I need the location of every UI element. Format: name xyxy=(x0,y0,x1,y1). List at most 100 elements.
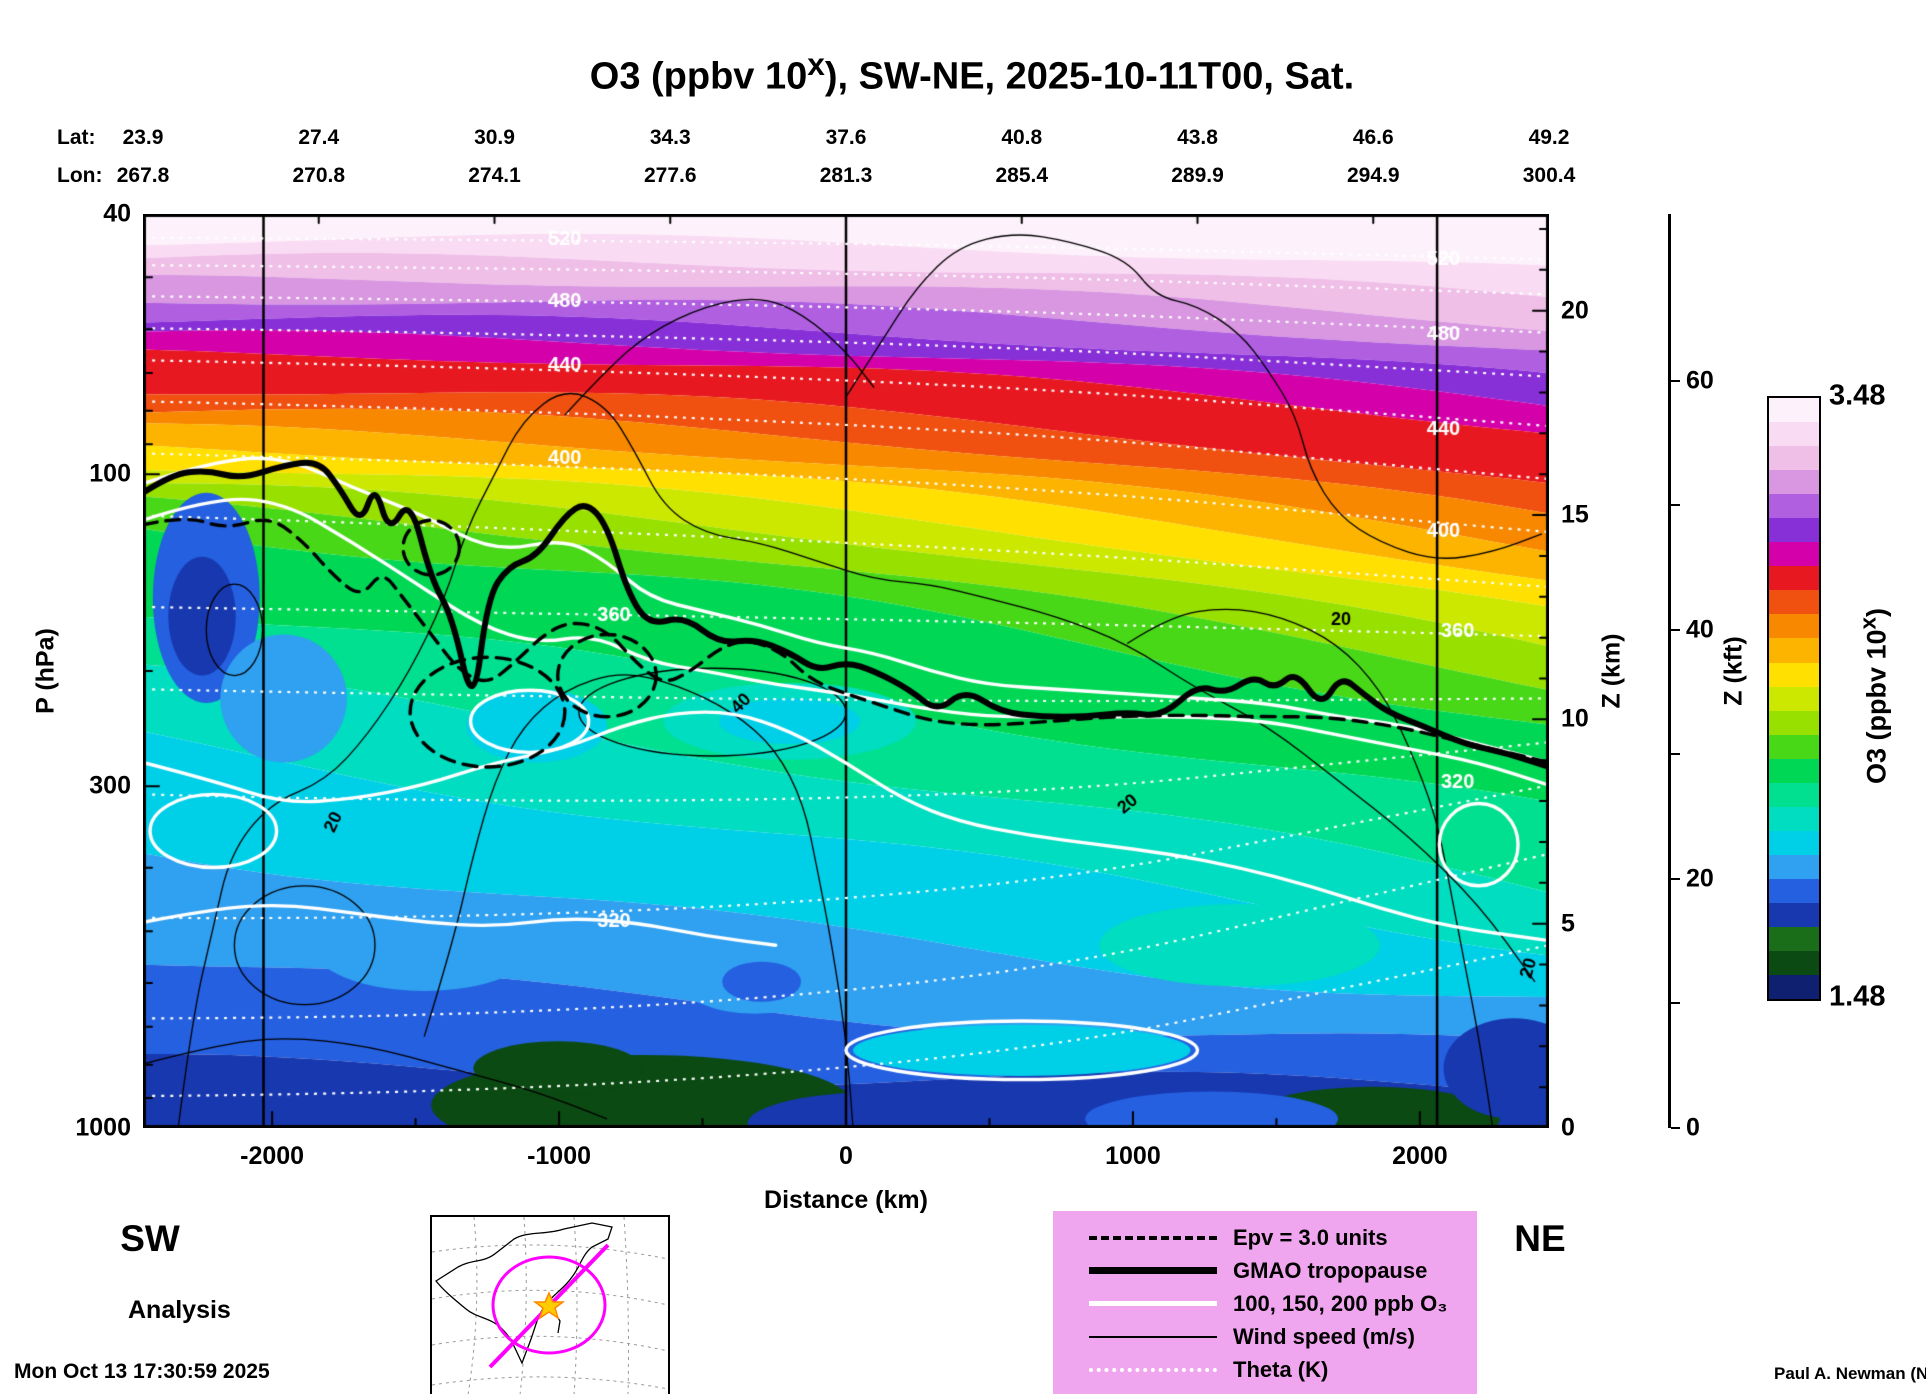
colorbar-swatch xyxy=(1769,590,1819,615)
legend-item-label: GMAO tropopause xyxy=(1233,1257,1428,1283)
z-km-tick-label: 5 xyxy=(1561,909,1575,938)
colorbar-swatch xyxy=(1769,878,1819,903)
lon-value: 285.4 xyxy=(995,164,1049,187)
distance-axis-title: Distance (km) xyxy=(764,1186,928,1214)
colorbar-swatch xyxy=(1769,446,1819,471)
lat-value: 27.4 xyxy=(298,126,340,149)
z-km-tick-label: 0 xyxy=(1561,1113,1575,1142)
legend-item: Wind speed (m/s) xyxy=(1053,1320,1477,1353)
colorbar-title-suffix: ) xyxy=(1861,607,1892,617)
title-prefix: O3 (ppbv 10 xyxy=(589,55,808,98)
legend-item: GMAO tropopause xyxy=(1053,1254,1477,1287)
colorbar-swatch xyxy=(1769,614,1819,639)
colorbar-swatch xyxy=(1769,542,1819,567)
legend-item-label: Wind speed (m/s) xyxy=(1233,1323,1415,1349)
colorbar-swatch xyxy=(1769,398,1819,423)
title-suffix: ), SW-NE, 2025-10-11T00, Sat. xyxy=(824,55,1355,98)
colorbar-min-label: 1.48 xyxy=(1829,980,1886,1013)
pressure-tick-label: 300 xyxy=(89,771,131,800)
colorbar-swatch xyxy=(1769,686,1819,711)
lat-value: 46.6 xyxy=(1352,126,1394,149)
distance-tick-label: -2000 xyxy=(240,1142,305,1170)
colorbar-swatch xyxy=(1769,854,1819,879)
z-kft-tick xyxy=(1671,1127,1680,1129)
distance-tick-label: 2000 xyxy=(1392,1142,1448,1170)
colorbar-title-prefix: O3 (ppbv 10 xyxy=(1861,629,1892,785)
lat-value: 30.9 xyxy=(474,126,515,149)
z-kft-tick xyxy=(1671,1002,1680,1005)
colorbar-swatch xyxy=(1769,927,1819,952)
colorbar-swatch xyxy=(1769,638,1819,663)
colorbar-swatch xyxy=(1769,518,1819,543)
z-kft-axis-title: Z (kft) xyxy=(1719,636,1748,706)
z-km-tick-label: 20 xyxy=(1561,296,1589,325)
legend-item-label: Epv = 3.0 units xyxy=(1233,1224,1388,1250)
ne-endpoint-label: NE xyxy=(1514,1218,1566,1259)
colorbar-swatch xyxy=(1769,902,1819,928)
lon-axis-label: Lon: xyxy=(57,164,103,187)
page-title: O3 (ppbv 10x), SW-NE, 2025-10-11T00, Sat… xyxy=(590,46,1354,99)
colorbar-swatch xyxy=(1769,782,1819,807)
pressure-tick-label: 1000 xyxy=(75,1113,131,1142)
lon-value: 294.9 xyxy=(1346,164,1400,187)
location-star-icon xyxy=(532,1291,566,1320)
distance-tick-label: -1000 xyxy=(527,1142,592,1170)
z-kft-tick xyxy=(1671,753,1680,756)
z-kft-tick xyxy=(1671,877,1680,880)
colorbar-title: O3 (ppbv 10x) xyxy=(1856,608,1893,784)
colorbar-swatch xyxy=(1769,734,1819,759)
legend-item: Epv = 3.0 units xyxy=(1053,1221,1477,1254)
z-kft-tick-label: 0 xyxy=(1686,1113,1700,1142)
lon-value: 300.4 xyxy=(1522,164,1576,187)
colorbar-swatch xyxy=(1769,470,1819,495)
z-kft-axis-line xyxy=(1668,214,1671,1128)
colorbar-swatch xyxy=(1769,662,1819,687)
legend-item: 100, 150, 200 ppb O₃ xyxy=(1053,1287,1477,1320)
colorbar-swatch xyxy=(1769,951,1819,976)
colorbar-swatch xyxy=(1769,494,1819,519)
timestamp: Mon Oct 13 17:30:59 2025 xyxy=(14,1360,270,1383)
colorbar-title-superscript: x xyxy=(1855,616,1881,630)
z-km-axis-title: Z (km) xyxy=(1597,633,1626,709)
z-kft-tick-label: 40 xyxy=(1686,615,1714,644)
lon-value: 277.6 xyxy=(643,164,697,187)
colorbar-swatch xyxy=(1769,975,1819,1000)
distance-tick-label: 0 xyxy=(839,1142,853,1170)
colorbar xyxy=(1767,396,1821,1001)
legend-item: Theta (K) xyxy=(1053,1353,1477,1386)
colorbar-swatch xyxy=(1769,830,1819,855)
legend-item-label: 100, 150, 200 ppb O₃ xyxy=(1233,1290,1448,1316)
legend: Epv = 3.0 units GMAO tropopause 100, 150, … xyxy=(1053,1211,1477,1394)
legend-line-sample xyxy=(1089,1335,1217,1338)
legend-item-label: Theta (K) xyxy=(1233,1356,1329,1382)
lat-value: 49.2 xyxy=(1528,126,1570,149)
colorbar-swatch xyxy=(1769,806,1819,831)
lon-value: 289.9 xyxy=(1171,164,1224,187)
z-kft-tick-label: 20 xyxy=(1686,864,1714,893)
lat-value: 43.8 xyxy=(1177,126,1218,149)
colorbar-swatch xyxy=(1769,422,1819,447)
lat-value: 23.9 xyxy=(122,126,164,149)
inset-map xyxy=(430,1215,670,1394)
pressure-axis-title: P (hPa) xyxy=(31,628,60,714)
lon-value: 270.8 xyxy=(292,164,346,187)
z-km-tick-label: 10 xyxy=(1561,704,1589,733)
lon-value: 281.3 xyxy=(819,164,873,187)
pressure-tick-label: 100 xyxy=(89,459,131,488)
credit: Paul A. Newman (NASA xyxy=(1774,1364,1926,1383)
cross-section-plot-area xyxy=(143,214,1549,1128)
z-kft-tick-label: 60 xyxy=(1686,366,1714,395)
legend-line-sample xyxy=(1089,1267,1217,1274)
title-superscript: x xyxy=(807,46,825,82)
pressure-tick-label: 40 xyxy=(103,199,131,228)
lon-value: 274.1 xyxy=(468,164,521,187)
analysis-label: Analysis xyxy=(128,1296,231,1324)
distance-tick-label: 1000 xyxy=(1105,1142,1161,1170)
lat-axis-label: Lat: xyxy=(57,126,96,149)
colorbar-swatch xyxy=(1769,758,1819,783)
legend-line-sample xyxy=(1089,1235,1217,1240)
colorbar-swatch xyxy=(1769,566,1819,591)
legend-line-sample xyxy=(1089,1301,1217,1306)
z-kft-tick xyxy=(1671,504,1680,507)
